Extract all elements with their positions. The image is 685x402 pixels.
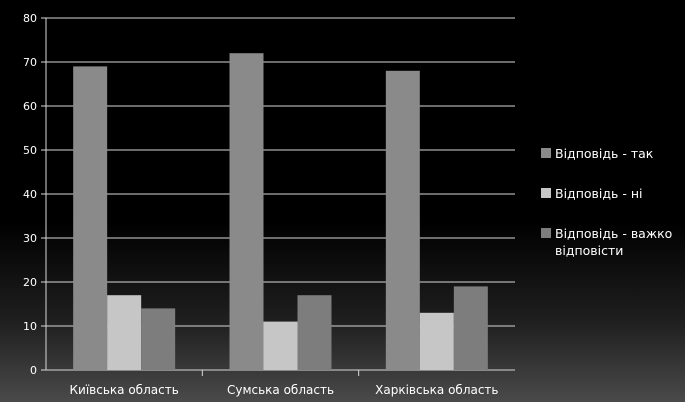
bar (229, 53, 264, 370)
x-category-label: Сумська область (227, 383, 334, 397)
x-category-labels: Київська область Сумська область Харківськ… (70, 383, 499, 397)
y-tick-label: 30 (23, 232, 37, 245)
y-tick-label: 50 (23, 144, 37, 157)
legend-label: Відповідь - ні (555, 186, 642, 201)
x-category-label: Київська область (70, 383, 179, 397)
legend-swatch (541, 228, 551, 238)
y-tick-label: 40 (23, 188, 37, 201)
legend-swatch (541, 188, 551, 198)
legend-swatch (541, 148, 551, 158)
y-tick-label: 80 (23, 12, 37, 25)
y-tick-labels: 0 10 20 30 40 50 60 70 80 (23, 12, 37, 377)
bar (141, 308, 176, 370)
bar (297, 295, 332, 370)
bar (385, 70, 420, 371)
bars (73, 53, 488, 371)
legend-label: відповісти (555, 243, 623, 258)
y-tick-label: 60 (23, 100, 37, 113)
y-tick-label: 10 (23, 320, 37, 333)
y-tick-label: 70 (23, 56, 37, 69)
bar (107, 295, 142, 370)
legend: Відповідь - так Відповідь - ні Відповідь -… (541, 146, 672, 258)
gridlines (46, 17, 515, 327)
y-tick-label: 0 (30, 364, 37, 377)
legend-label: Відповідь - так (555, 146, 654, 161)
x-category-label: Харківська область (375, 383, 498, 397)
bar (73, 66, 108, 371)
legend-label: Відповідь - важко (555, 226, 672, 241)
bar (263, 321, 298, 370)
bar (419, 312, 454, 370)
bar (453, 286, 488, 370)
y-tick-label: 20 (23, 276, 37, 289)
